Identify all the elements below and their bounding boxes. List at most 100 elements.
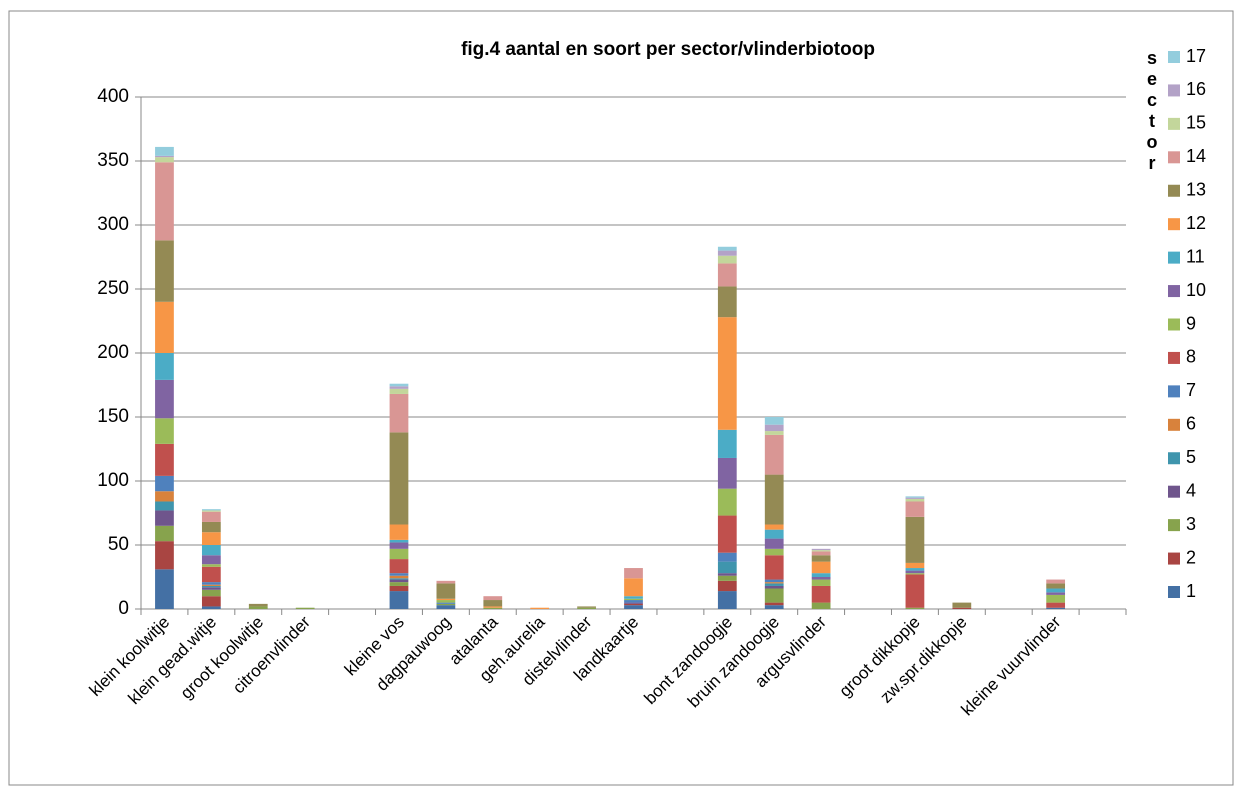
bar-segment <box>389 548 409 560</box>
bar-segment <box>389 585 409 592</box>
bar-segment <box>905 497 925 499</box>
legend-label: 2 <box>1186 547 1196 567</box>
bar-segment <box>905 573 925 575</box>
legend-label: 3 <box>1186 514 1196 534</box>
legend-label: 15 <box>1186 113 1206 133</box>
bar-segment <box>248 606 268 609</box>
bar-segment <box>905 607 925 609</box>
bar-segment <box>764 579 784 583</box>
bar-segment <box>201 564 221 567</box>
bar-segment <box>764 538 784 549</box>
bar-segment <box>389 578 409 580</box>
bar-segment <box>905 570 925 574</box>
bar-segment <box>389 582 409 586</box>
legend-swatch <box>1168 285 1180 298</box>
legend-label: 16 <box>1186 79 1206 99</box>
bar-segment <box>624 596 643 599</box>
legend-swatch <box>1168 117 1180 130</box>
bar-segment <box>717 515 737 553</box>
legend-label: 9 <box>1186 313 1196 333</box>
bar-segment <box>764 582 784 584</box>
y-tick-label: 300 <box>97 214 129 235</box>
bar-segment <box>389 388 409 394</box>
bar-segment <box>905 501 925 517</box>
bar-segment <box>1046 579 1066 584</box>
bar-segment <box>155 525 174 542</box>
bar-segment <box>811 585 831 603</box>
bar-segment <box>201 510 221 512</box>
bar-segment <box>389 524 409 540</box>
bar-segment <box>155 491 174 502</box>
bar-segment <box>811 555 831 562</box>
bar-segment <box>717 255 737 264</box>
bar-segment <box>201 606 221 609</box>
bar-segment <box>155 353 174 380</box>
legend-swatch <box>1168 385 1180 398</box>
bar-segment <box>201 584 221 586</box>
bar-segment <box>577 607 596 609</box>
bar-segment <box>764 434 784 475</box>
bar-segment <box>811 550 831 552</box>
bar-segment <box>155 155 174 158</box>
bar-segment <box>155 418 174 444</box>
bar-segment <box>717 591 737 609</box>
y-tick-label: 200 <box>97 342 129 363</box>
bar-segment <box>389 393 409 433</box>
chart-border <box>8 10 1234 786</box>
bar-segment <box>717 580 737 592</box>
bar-segment <box>389 579 409 583</box>
legend-label: 12 <box>1186 213 1206 233</box>
bar-segment <box>811 579 831 586</box>
bar-segment <box>155 569 174 609</box>
bar-segment <box>764 529 784 539</box>
bar-segment <box>717 561 737 574</box>
bar-segment <box>155 510 174 526</box>
legend-swatch <box>1168 184 1180 197</box>
legend-label: 5 <box>1186 447 1196 467</box>
bar-segment <box>483 607 503 609</box>
legend-swatch <box>1168 485 1180 498</box>
bar-segment <box>811 577 831 580</box>
bar-segment <box>389 383 409 387</box>
legend-label: 7 <box>1186 380 1196 400</box>
legend-swatch <box>1168 318 1180 331</box>
legend-swatch <box>1168 452 1180 465</box>
bar-segment <box>201 589 221 597</box>
bar-segment <box>201 511 221 522</box>
legend-swatch <box>1168 351 1180 364</box>
bar-segment <box>624 605 643 609</box>
bar-segment <box>764 548 784 556</box>
bar-segment <box>389 432 409 525</box>
bar-segment <box>624 578 643 597</box>
legend-swatch <box>1168 586 1180 598</box>
legend-label: 17 <box>1186 46 1206 66</box>
bar-segment <box>389 591 409 609</box>
legend-swatch <box>1168 418 1180 431</box>
bar-segment <box>905 562 925 569</box>
legend-label: 11 <box>1186 246 1205 266</box>
bar-segment <box>905 498 925 502</box>
bar-segment <box>389 386 409 389</box>
bar-segment <box>530 607 550 609</box>
bar-segment <box>952 607 972 609</box>
legend-swatch <box>1168 552 1180 565</box>
bar-segment <box>201 521 221 533</box>
bar-segment <box>295 607 315 609</box>
bar-segment <box>436 600 456 603</box>
bar-segment <box>436 598 456 601</box>
bar-segment <box>1046 592 1066 595</box>
legend-title: sector <box>1142 48 1162 174</box>
bar-segment <box>811 561 831 574</box>
bar-segment <box>764 605 784 609</box>
legend-label: 6 <box>1186 414 1196 434</box>
bar-segment <box>1046 588 1066 593</box>
bar-segment <box>764 585 784 589</box>
legend-label: 10 <box>1186 280 1206 300</box>
y-tick-label: 350 <box>97 150 129 171</box>
bar-segment <box>155 501 174 511</box>
bar-segment <box>155 301 174 353</box>
bar-segment <box>201 587 221 590</box>
bar-segment <box>201 545 221 556</box>
bar-segment <box>155 443 174 476</box>
bar-segment <box>717 429 737 458</box>
